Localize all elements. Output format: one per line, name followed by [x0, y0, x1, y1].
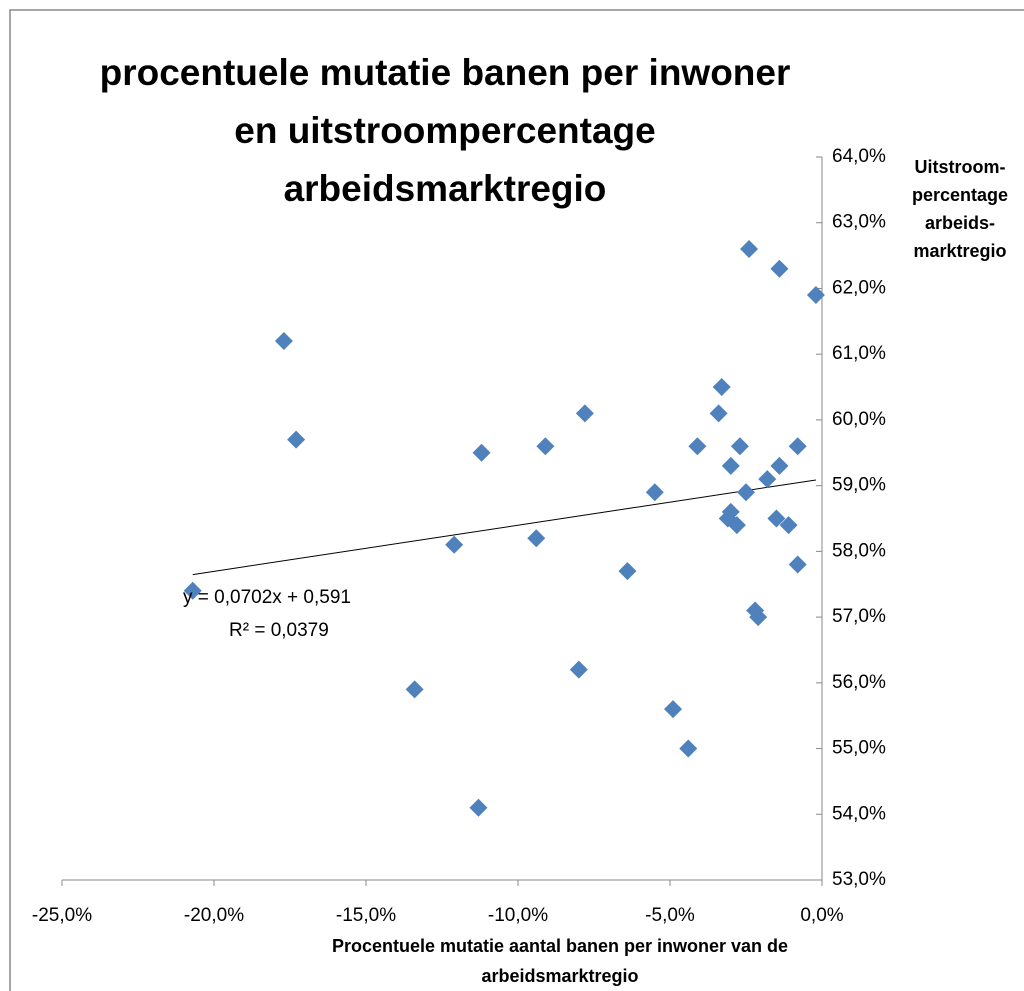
- data-point: [405, 680, 424, 699]
- data-point: [727, 516, 746, 535]
- data-point: [536, 437, 555, 456]
- data-point: [709, 404, 728, 423]
- y-tick-label: 64,0%: [832, 146, 886, 167]
- data-point: [688, 437, 707, 456]
- data-point: [770, 259, 789, 278]
- y-tick-label: 59,0%: [832, 475, 886, 496]
- trendline: [192, 479, 816, 576]
- x-tick-label: -20,0%: [184, 905, 244, 926]
- y-tick-label: 54,0%: [832, 803, 886, 824]
- data-point: [645, 483, 664, 502]
- data-point: [274, 332, 293, 351]
- data-point: [788, 555, 807, 574]
- data-point: [472, 443, 491, 462]
- y-axis-title: marktregio: [913, 241, 1006, 261]
- chart-frame: [9, 9, 1024, 991]
- data-point: [770, 456, 789, 475]
- data-point: [740, 240, 759, 259]
- data-point: [806, 286, 825, 305]
- x-tick-label: -25,0%: [32, 905, 92, 926]
- y-tick-label: 62,0%: [832, 277, 886, 298]
- y-axis-title: percentage: [912, 185, 1008, 205]
- data-point: [569, 660, 588, 679]
- data-point: [779, 516, 798, 535]
- y-tick-label: 53,0%: [832, 869, 886, 890]
- data-point: [767, 509, 786, 528]
- data-point: [758, 470, 777, 489]
- data-point: [469, 798, 488, 817]
- data-point: [712, 378, 731, 397]
- chart-title: procentuele mutatie banen per inwoner: [100, 52, 791, 93]
- data-point: [618, 562, 637, 581]
- data-point: [749, 608, 768, 627]
- y-tick-label: 55,0%: [832, 738, 886, 759]
- x-tick-label: 0,0%: [800, 905, 843, 926]
- x-axis-title: Procentuele mutatie aantal banen per inw…: [332, 936, 788, 956]
- y-axis-title: Uitstroom-: [915, 157, 1006, 177]
- chart-title: en uitstroompercentage: [234, 110, 655, 151]
- trendline-equation: y = 0,0702x + 0,591: [183, 587, 351, 608]
- data-point: [445, 535, 464, 554]
- data-point: [737, 483, 755, 502]
- y-tick-label: 58,0%: [832, 540, 886, 561]
- chart-title: arbeidsmarktregio: [284, 168, 607, 209]
- data-point: [721, 456, 740, 475]
- x-tick-label: -5,0%: [645, 905, 695, 926]
- y-tick-label: 61,0%: [832, 343, 886, 364]
- data-point: [287, 430, 306, 449]
- data-point: [527, 529, 546, 548]
- x-tick-label: -15,0%: [336, 905, 396, 926]
- y-tick-label: 63,0%: [832, 212, 886, 233]
- y-tick-label: 57,0%: [832, 606, 886, 627]
- data-point: [730, 437, 749, 456]
- data-point: [664, 700, 683, 719]
- data-point: [788, 437, 807, 456]
- y-tick-label: 60,0%: [832, 409, 886, 430]
- x-axis-title: arbeidsmarktregio: [481, 966, 638, 986]
- y-tick-label: 56,0%: [832, 672, 886, 693]
- y-axis-title: arbeids-: [925, 213, 995, 233]
- data-point: [575, 404, 594, 423]
- x-tick-label: -10,0%: [488, 905, 548, 926]
- data-point: [679, 739, 698, 758]
- trendline-r2: R² = 0,0379: [229, 620, 329, 641]
- data-point: [183, 581, 202, 600]
